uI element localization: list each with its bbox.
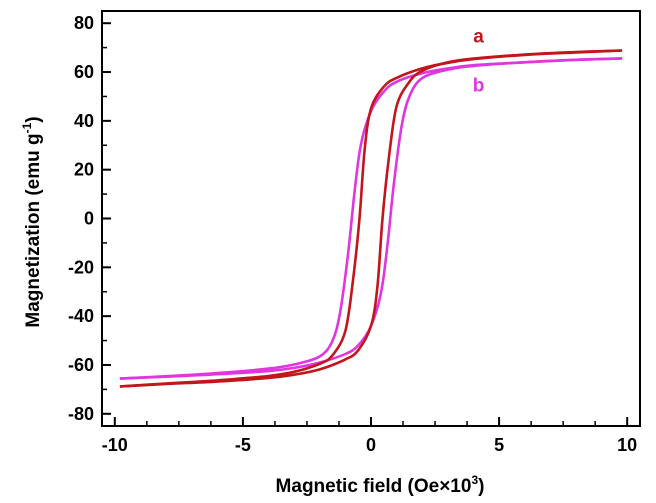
series-a-label: a	[473, 27, 484, 48]
x-tick-label: 10	[617, 435, 637, 455]
x-tick-label: -10	[102, 435, 128, 455]
series-a-lower-branch	[119, 49, 623, 388]
series-lines	[119, 49, 623, 388]
series-annotations: ab	[473, 27, 485, 97]
series-a-upper-branch	[119, 49, 623, 388]
y-tick-label: -20	[68, 257, 94, 277]
y-tick-label: -60	[68, 355, 94, 375]
y-axis-ticks: -80 -60 -40 -20 0 20 40 60 80	[68, 13, 111, 424]
y-tick-label: 0	[84, 209, 94, 229]
y-axis-title: Magnetization (emu g-1)	[20, 116, 44, 327]
y-tick-label: 80	[74, 13, 94, 33]
y-tick-label: 20	[74, 160, 94, 180]
x-tick-label: 0	[366, 435, 376, 455]
y-tick-label: 40	[74, 111, 94, 131]
y-tick-label: -40	[68, 306, 94, 326]
y-tick-label: -80	[68, 404, 94, 424]
plot-frame	[101, 10, 641, 427]
y-tick-label: 60	[74, 62, 94, 82]
x-tick-label: -5	[235, 435, 251, 455]
series-b-label: b	[473, 76, 485, 97]
x-tick-label: 5	[494, 435, 504, 455]
x-axis-title: Magnetic field (Oe×103)	[276, 473, 485, 497]
plot-area-border	[101, 10, 641, 427]
x-axis-ticks: -10 -5 0 5 10	[102, 417, 637, 455]
series-b-lower-branch	[119, 57, 623, 380]
